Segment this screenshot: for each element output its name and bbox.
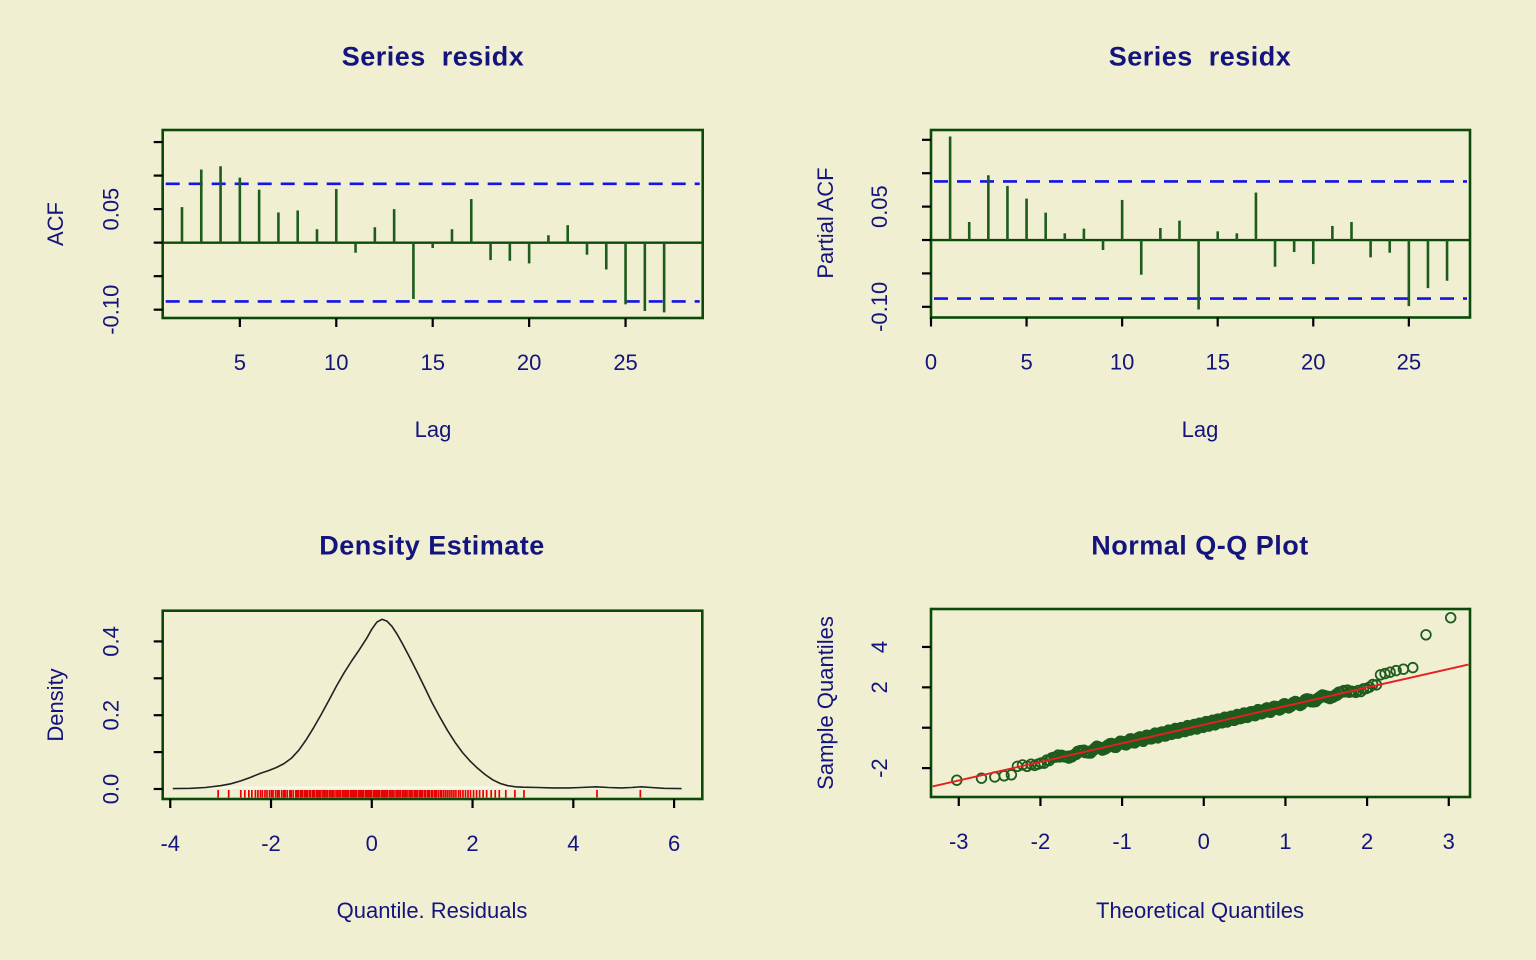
qq-chart: -3 -2 -1 0 1 2 3 -2 2 4 bbox=[867, 607, 1472, 854]
qq-title: Normal Q-Q Plot bbox=[1091, 530, 1309, 561]
svg-text:20: 20 bbox=[517, 350, 541, 375]
svg-text:-0.10: -0.10 bbox=[99, 285, 124, 335]
svg-text:25: 25 bbox=[1397, 350, 1421, 375]
svg-text:0: 0 bbox=[925, 350, 937, 375]
svg-text:6: 6 bbox=[668, 831, 680, 856]
pacf-title: Series residx bbox=[1108, 41, 1292, 72]
density-ylab: Density bbox=[43, 668, 68, 742]
qq-ylab: Sample Quantiles bbox=[813, 616, 838, 790]
svg-text:0: 0 bbox=[366, 831, 378, 856]
svg-text:0.05: 0.05 bbox=[99, 188, 124, 231]
svg-text:-3: -3 bbox=[949, 829, 969, 854]
svg-text:-1: -1 bbox=[1112, 829, 1132, 854]
svg-text:0.4: 0.4 bbox=[99, 626, 124, 657]
acf-chart: 5 10 15 20 25 0.05 -0.10 bbox=[99, 128, 704, 375]
svg-text:5: 5 bbox=[1020, 350, 1032, 375]
pacf-chart: 0 5 10 15 20 25 0.05 -0.10 bbox=[867, 128, 1472, 375]
svg-text:-4: -4 bbox=[160, 831, 180, 856]
svg-text:-0.10: -0.10 bbox=[867, 282, 892, 332]
svg-text:15: 15 bbox=[420, 350, 444, 375]
svg-text:1: 1 bbox=[1279, 829, 1291, 854]
density-chart: -4 -2 0 2 4 6 0.0 0.2 0.4 bbox=[99, 609, 704, 856]
svg-text:20: 20 bbox=[1301, 350, 1325, 375]
svg-text:0.0: 0.0 bbox=[99, 774, 124, 805]
svg-text:25: 25 bbox=[613, 350, 637, 375]
pacf-ylab: Partial ACF bbox=[813, 167, 838, 279]
svg-text:0.2: 0.2 bbox=[99, 700, 124, 731]
svg-text:4: 4 bbox=[567, 831, 579, 856]
svg-text:-2: -2 bbox=[867, 758, 892, 778]
density-xlab: Quantile. Residuals bbox=[336, 898, 528, 923]
acf-ylab: ACF bbox=[43, 202, 68, 246]
svg-text:0: 0 bbox=[1198, 829, 1210, 854]
svg-text:10: 10 bbox=[324, 350, 348, 375]
svg-text:4: 4 bbox=[867, 641, 892, 653]
svg-text:2: 2 bbox=[1361, 829, 1373, 854]
svg-text:5: 5 bbox=[234, 350, 246, 375]
svg-text:10: 10 bbox=[1110, 350, 1134, 375]
density-title: Density Estimate bbox=[319, 530, 545, 561]
svg-text:-2: -2 bbox=[261, 831, 281, 856]
svg-text:2: 2 bbox=[867, 681, 892, 693]
svg-text:2: 2 bbox=[466, 831, 478, 856]
svg-text:3: 3 bbox=[1443, 829, 1455, 854]
svg-text:0.05: 0.05 bbox=[867, 185, 892, 228]
acf-xlab: Lag bbox=[414, 417, 452, 442]
svg-text:-2: -2 bbox=[1031, 829, 1051, 854]
acf-title: Series residx bbox=[341, 41, 525, 72]
svg-text:15: 15 bbox=[1205, 350, 1229, 375]
qq-xlab: Theoretical Quantiles bbox=[1096, 898, 1304, 923]
pacf-xlab: Lag bbox=[1181, 417, 1219, 442]
